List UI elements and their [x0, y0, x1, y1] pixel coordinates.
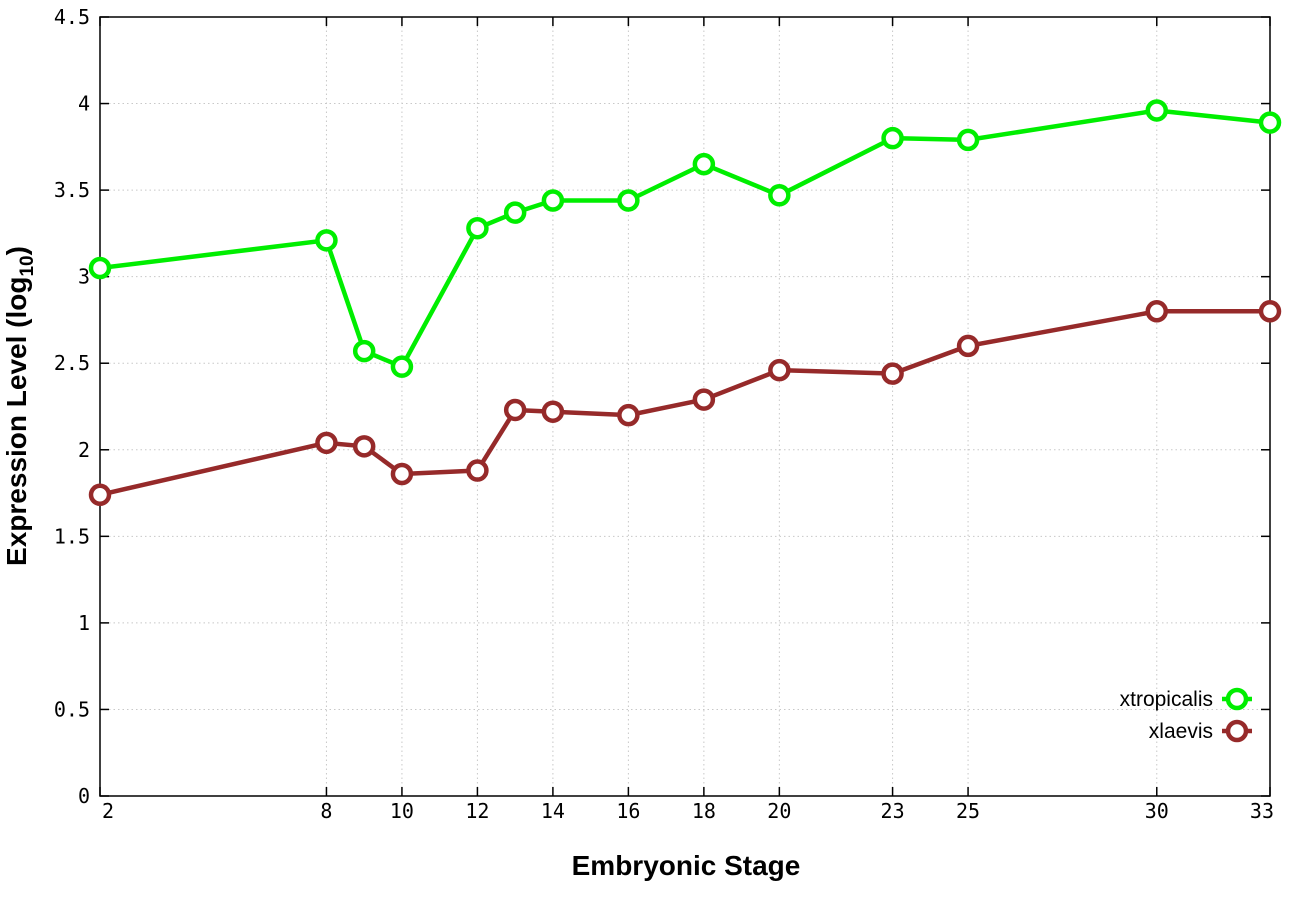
data-point-xlaevis — [617, 403, 640, 427]
data-point-xtropicalis — [390, 355, 414, 378]
plot-frame — [99, 16, 1271, 797]
x-tick-label: 12 — [465, 799, 489, 823]
data-point-xtropicalis — [956, 128, 980, 152]
data-point-xtropicalis — [503, 201, 527, 224]
data-point-xlaevis — [541, 400, 565, 423]
y-axis-title-subscript: 10 — [17, 255, 38, 276]
x-tick-label: 2 — [102, 799, 114, 823]
data-point-xlaevis — [352, 435, 376, 458]
data-point-xlaevis — [1145, 300, 1169, 323]
x-tick-label: 20 — [767, 799, 791, 823]
x-tick-label: 8 — [320, 799, 332, 823]
x-tick-label: 14 — [541, 799, 565, 823]
grid-lines — [100, 17, 1270, 796]
data-point-xlaevis — [1258, 300, 1282, 323]
y-tick-label: 3 — [78, 265, 90, 289]
y-tick-label: 1 — [78, 611, 90, 635]
data-point-xtropicalis — [315, 229, 338, 252]
y-tick-label: 3.5 — [54, 178, 90, 202]
data-point-xtropicalis — [1145, 99, 1169, 122]
legend: xtropicalis xlaevis — [1120, 687, 1252, 743]
x-tick-label: 25 — [956, 799, 980, 823]
data-point-xlaevis — [956, 334, 980, 358]
legend-swatch-marker — [1225, 687, 1249, 711]
data-point-xtropicalis — [466, 216, 489, 240]
axis-ticks: 0 0.5 1 1.5 2 2.5 3 3.5 4 4.5 2 8 10 12 14 16 18 20 23 25 30… — [54, 5, 1274, 823]
series-line-xtropicalis — [97, 108, 1273, 369]
x-tick-label: 30 — [1145, 799, 1169, 823]
data-point-xlaevis — [503, 398, 527, 422]
x-tick-label: 33 — [1250, 799, 1274, 823]
y-tick-label: 0 — [78, 784, 90, 808]
y-axis-title-main: Expression Level (log — [1, 277, 32, 566]
data-point-xtropicalis — [352, 339, 376, 363]
legend-label: xtropicalis — [1120, 688, 1213, 711]
y-tick-label: 4.5 — [54, 5, 90, 29]
data-point-xtropicalis — [881, 126, 904, 150]
legend-label: xlaevis — [1149, 720, 1213, 743]
data-point-xtropicalis — [1258, 111, 1282, 134]
y-tick-label: 0.5 — [54, 697, 90, 721]
data-point-xlaevis — [881, 362, 904, 385]
data-point-xtropicalis — [768, 184, 791, 207]
x-tick-label: 16 — [616, 799, 640, 823]
series-layer — [88, 99, 1282, 507]
x-tick-label: 23 — [881, 799, 905, 823]
data-point-xlaevis — [390, 462, 414, 486]
data-point-xlaevis — [692, 388, 716, 411]
data-point-xtropicalis — [88, 256, 112, 280]
x-tick-label: 10 — [390, 799, 414, 823]
y-tick-label: 1.5 — [54, 524, 90, 548]
x-axis-title: Embryonic Stage — [572, 850, 801, 881]
x-tick-label: 18 — [692, 799, 716, 823]
data-point-xtropicalis — [692, 152, 716, 176]
y-tick-label: 2.5 — [54, 351, 90, 375]
y-tick-label: 2 — [78, 438, 90, 462]
data-point-xtropicalis — [541, 189, 565, 212]
data-point-xlaevis — [768, 358, 791, 382]
data-point-xlaevis — [315, 431, 338, 455]
y-tick-label: 4 — [78, 92, 90, 116]
y-axis-title: Expression Level (log10) — [1, 246, 38, 566]
data-point-xlaevis — [88, 483, 112, 507]
y-axis-title-close: ) — [1, 246, 32, 255]
legend-swatch-marker — [1225, 719, 1249, 743]
series-line-xlaevis — [97, 309, 1273, 498]
data-point-xlaevis — [466, 459, 489, 482]
data-point-xtropicalis — [617, 189, 640, 212]
